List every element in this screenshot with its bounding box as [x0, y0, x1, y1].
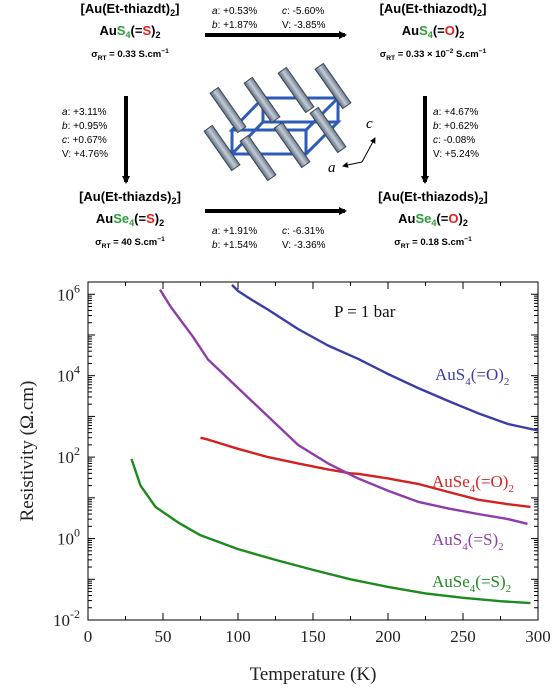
x-tick-label: 0	[84, 627, 93, 646]
change-top-b: b: +1.87%	[212, 20, 258, 31]
x-tick-label: 50	[155, 627, 172, 646]
crystal-axes: c a	[328, 116, 376, 176]
series-line-AuSe4O	[200, 436, 531, 509]
axis-label-c: c	[366, 116, 373, 132]
change-right-a: a: +4.67%	[433, 107, 479, 118]
compound-bottom-right: [Au(Et-thiazods)2] AuSe4(=O)2 σRT = 0.18…	[343, 188, 523, 255]
change-bottom-c: c: -6.31%	[282, 226, 325, 237]
change-top-c: c: -5.60%	[282, 6, 325, 17]
y-tick-label: 10-2	[53, 607, 80, 630]
y-tick-label: 106	[57, 281, 80, 304]
change-left-c: c: +0.67%	[62, 135, 107, 146]
change-top-a: a: +0.53%	[212, 6, 258, 17]
compound-bottom-left: [Au(Et-thiazds)2] AuSe4(=S)2 σRT = 40 S.…	[40, 188, 220, 255]
change-left-v: V: +4.76%	[62, 149, 109, 160]
y-tick-label: 100	[57, 526, 80, 549]
change-right-b: b: +0.62%	[433, 121, 479, 132]
compound-top-left: [Au(Et-thiazdt)2] AuS4(=S)2 σRT = 0.33 S…	[40, 0, 220, 67]
y-tick-label: 104	[57, 363, 80, 386]
compound-conductivity: σRT = 0.33 S.cm−1	[91, 48, 169, 63]
change-bottom-a: a: +1.91%	[212, 226, 258, 237]
annotation-pressure: P = 1 bar	[334, 302, 396, 321]
compound-conductivity: σRT = 40 S.cm−1	[95, 236, 165, 251]
x-tick-label: 150	[300, 627, 326, 646]
change-bottom-v: V: -3.36%	[282, 240, 326, 251]
change-top-v: V: -3.85%	[282, 20, 326, 31]
compound-top-right: [Au(Et-thiazodt)2] AuS4(=O)2 σRT = 0.33 …	[343, 0, 523, 67]
x-tick-label: 200	[375, 627, 401, 646]
x-tick-label: 250	[450, 627, 476, 646]
compound-formula: AuSe4(=S)2	[95, 211, 165, 228]
crystal-packing-illustration	[203, 62, 352, 182]
compound-formula: AuSe4(=O)2	[398, 211, 468, 228]
axis-label-a: a	[328, 160, 336, 176]
resistivity-chart: 10-2 100 102 104 106 0 50 100 150 200 250 300 AuS4…	[17, 281, 551, 685]
compound-conductivity: σRT = 0.33 × 10−2 S.cm−1	[379, 48, 487, 63]
change-left-a: a: +3.11%	[62, 107, 107, 118]
series-label-AuSe4O: AuSe4(=O)2	[432, 472, 514, 495]
series-line-AuSe4S	[130, 458, 531, 605]
compound-name: [Au(Et-thiazds)2]	[79, 189, 181, 206]
scheme-graphics: c a	[122, 31, 429, 215]
series-label-AuS4S: AuS4(=S)2	[432, 530, 504, 553]
compound-name: [Au(Et-thiazodt)2]	[379, 1, 487, 18]
change-left-b: b: +0.95%	[62, 121, 108, 132]
compound-name: [Au(Et-thiazdt)2]	[80, 1, 180, 18]
series-label-AuS4O: AuS4(=O)2	[435, 365, 509, 388]
x-tick-label: 300	[525, 627, 551, 646]
compound-formula: AuS4(=S)2	[99, 23, 161, 40]
series-label-AuSe4S: AuSe4(=S)2	[432, 572, 511, 595]
compound-name: [Au(Et-thiazods)2]	[378, 189, 488, 206]
x-tick-label: 100	[225, 627, 251, 646]
y-axis-label: Resistivity (Ω.cm)	[17, 381, 38, 522]
x-axis-label: Temperature (K)	[250, 664, 377, 685]
change-bottom-b: b: +1.54%	[212, 240, 258, 251]
change-right-v: V: +5.24%	[433, 149, 480, 160]
series-line-AuS4S	[158, 288, 528, 525]
y-tick-label: 102	[57, 444, 80, 467]
compound-conductivity: σRT = 0.18 S.cm−1	[394, 236, 472, 251]
change-right-c: c: -0.08%	[433, 135, 476, 146]
series-line-AuS4O	[231, 284, 539, 432]
compound-formula: AuS4(=O)2	[401, 23, 465, 40]
